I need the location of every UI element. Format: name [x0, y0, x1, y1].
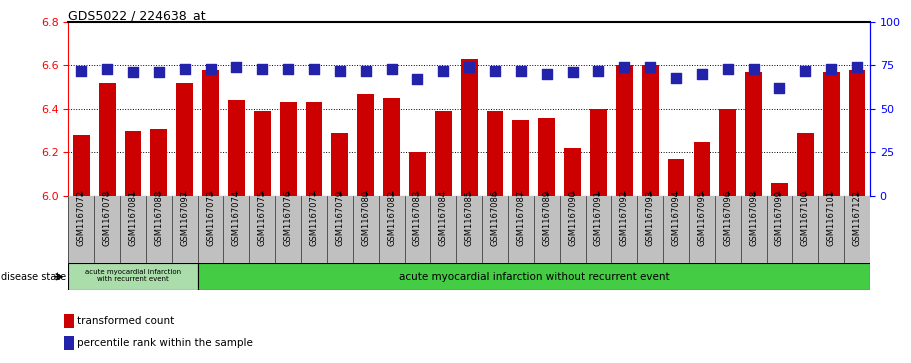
- Bar: [771, 183, 788, 196]
- Bar: [280, 102, 297, 196]
- Point: [178, 66, 192, 72]
- Text: transformed count: transformed count: [77, 316, 175, 326]
- Point: [591, 68, 606, 73]
- Text: disease state: disease state: [1, 272, 66, 282]
- Point: [694, 71, 709, 77]
- Bar: [616, 65, 633, 196]
- Point: [255, 66, 270, 72]
- Point: [669, 75, 683, 81]
- Point: [462, 64, 476, 70]
- Text: percentile rank within the sample: percentile rank within the sample: [77, 338, 253, 348]
- Bar: [150, 129, 168, 196]
- Bar: [693, 142, 711, 196]
- Text: GDS5022 / 224638_at: GDS5022 / 224638_at: [68, 9, 206, 22]
- Bar: [64, 314, 74, 328]
- Bar: [177, 83, 193, 196]
- Bar: [823, 72, 840, 196]
- Bar: [513, 120, 529, 196]
- Point: [487, 68, 502, 73]
- Point: [539, 71, 554, 77]
- Bar: [538, 118, 555, 196]
- Point: [617, 64, 631, 70]
- Point: [333, 68, 347, 73]
- Bar: [68, 263, 198, 290]
- Bar: [228, 100, 245, 196]
- Bar: [305, 102, 322, 196]
- Point: [74, 68, 88, 73]
- Point: [824, 66, 838, 72]
- Point: [358, 68, 373, 73]
- Bar: [461, 59, 477, 196]
- Text: acute myocardial infarction without recurrent event: acute myocardial infarction without recu…: [398, 272, 669, 282]
- Bar: [125, 131, 141, 196]
- Point: [721, 66, 735, 72]
- Point: [514, 68, 528, 73]
- Bar: [73, 135, 89, 196]
- Bar: [332, 133, 348, 196]
- Point: [384, 66, 399, 72]
- Bar: [254, 111, 271, 196]
- Bar: [98, 83, 116, 196]
- Point: [203, 66, 218, 72]
- Bar: [720, 109, 736, 196]
- Bar: [564, 148, 581, 196]
- Bar: [668, 159, 684, 196]
- Point: [746, 66, 761, 72]
- Bar: [435, 111, 452, 196]
- Bar: [849, 70, 865, 196]
- Bar: [590, 109, 607, 196]
- Point: [773, 85, 787, 91]
- Point: [643, 64, 658, 70]
- Point: [850, 64, 865, 70]
- Point: [436, 68, 451, 73]
- Text: acute myocardial infarction
with recurrent event: acute myocardial infarction with recurre…: [85, 269, 181, 282]
- Point: [566, 69, 580, 75]
- Point: [798, 68, 813, 73]
- Bar: [486, 111, 504, 196]
- Point: [307, 66, 322, 72]
- Bar: [641, 65, 659, 196]
- Bar: [745, 72, 762, 196]
- Point: [126, 69, 140, 75]
- Point: [410, 76, 425, 82]
- Point: [230, 64, 244, 70]
- Bar: [384, 98, 400, 196]
- Point: [100, 66, 115, 72]
- Bar: [357, 94, 374, 196]
- Bar: [64, 336, 74, 350]
- Point: [151, 69, 166, 75]
- Point: [281, 66, 295, 72]
- Bar: [202, 70, 219, 196]
- Bar: [409, 152, 425, 196]
- Bar: [198, 263, 870, 290]
- Bar: [797, 133, 814, 196]
